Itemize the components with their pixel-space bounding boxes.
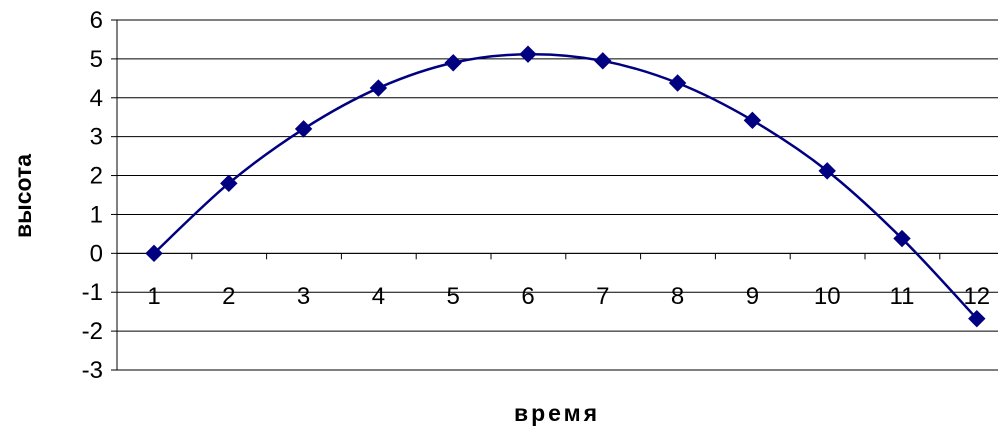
data-point-marker bbox=[145, 244, 163, 263]
data-point-marker bbox=[369, 79, 388, 97]
data-point-marker bbox=[444, 54, 462, 72]
x-tick-label: 7 bbox=[596, 283, 609, 310]
y-tick-label: -2 bbox=[82, 318, 103, 345]
x-tick-label: 10 bbox=[814, 283, 841, 310]
y-tick-label: -3 bbox=[82, 357, 103, 384]
y-tick-labels: 6 5 4 3 2 1 0 -1 -2 -3 bbox=[82, 7, 103, 384]
y-tick-label: 0 bbox=[90, 240, 103, 267]
data-point-marker bbox=[818, 162, 836, 180]
y-tick-label: 1 bbox=[90, 201, 103, 228]
x-tick-label: 11 bbox=[890, 283, 915, 310]
x-tick-label: 1 bbox=[147, 283, 160, 310]
data-point-marker bbox=[743, 111, 762, 130]
data-point-marker bbox=[594, 52, 612, 70]
series-layer bbox=[145, 45, 986, 328]
data-point-marker bbox=[294, 120, 313, 138]
axes bbox=[111, 19, 998, 371]
gridlines bbox=[117, 19, 998, 371]
y-tick-label: 2 bbox=[90, 163, 103, 190]
x-tick-label: 8 bbox=[671, 283, 684, 310]
series-line bbox=[153, 52, 978, 320]
data-point-marker bbox=[519, 45, 537, 63]
x-tick-label: 9 bbox=[746, 283, 759, 310]
x-tick-labels: 1 2 3 4 5 6 7 8 9 10 11 12 bbox=[147, 283, 990, 310]
y-tick-label: 4 bbox=[90, 85, 103, 112]
data-point-marker bbox=[968, 309, 986, 328]
y-tick-label: -1 bbox=[82, 279, 103, 306]
x-axis-title: время bbox=[514, 400, 600, 426]
x-tick-label: 6 bbox=[521, 283, 534, 310]
y-tick-label: 6 bbox=[90, 7, 103, 34]
y-axis-title: высота bbox=[10, 154, 36, 238]
data-point-marker bbox=[220, 174, 238, 193]
x-tick-label: 2 bbox=[222, 283, 235, 310]
x-tick-label: 4 bbox=[372, 283, 385, 310]
y-tick-label: 5 bbox=[90, 46, 103, 73]
y-tick-label: 3 bbox=[90, 124, 103, 151]
x-tick-label: 12 bbox=[963, 283, 990, 310]
data-point-marker bbox=[893, 229, 911, 248]
data-point-marker bbox=[668, 74, 687, 92]
x-tick-label: 3 bbox=[297, 283, 310, 310]
x-tick-label: 5 bbox=[447, 283, 460, 310]
